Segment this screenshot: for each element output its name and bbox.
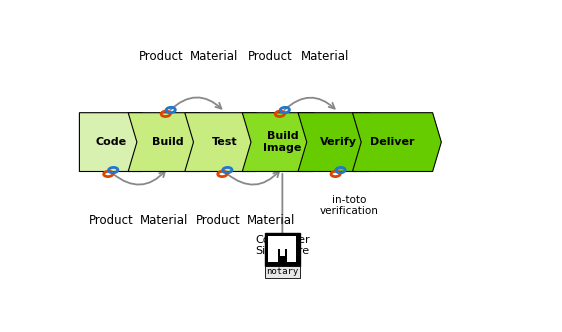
Text: in-toto
verification: in-toto verification (320, 195, 378, 216)
Polygon shape (298, 113, 378, 172)
Text: notary: notary (266, 267, 298, 276)
Text: Material: Material (140, 214, 188, 227)
FancyBboxPatch shape (278, 249, 287, 262)
Text: Product: Product (196, 214, 241, 227)
Text: Product: Product (248, 50, 293, 63)
Text: Build: Build (152, 137, 184, 147)
Text: Material: Material (301, 50, 349, 63)
FancyBboxPatch shape (280, 249, 285, 256)
Text: Material: Material (190, 50, 238, 63)
Text: Material: Material (246, 214, 295, 227)
Text: Code: Code (95, 137, 126, 147)
Polygon shape (352, 113, 441, 172)
Polygon shape (128, 113, 209, 172)
Text: Deliver: Deliver (370, 137, 415, 147)
FancyBboxPatch shape (265, 233, 300, 266)
Text: Test: Test (212, 137, 238, 147)
Polygon shape (79, 113, 151, 172)
Text: Build
Image: Build Image (263, 131, 302, 153)
Text: Container
Signature: Container Signature (255, 235, 310, 256)
Text: Verify: Verify (320, 137, 357, 147)
Polygon shape (185, 113, 265, 172)
Text: Product: Product (88, 214, 133, 227)
Polygon shape (242, 113, 323, 172)
FancyBboxPatch shape (269, 236, 296, 262)
Text: Product: Product (139, 50, 184, 63)
